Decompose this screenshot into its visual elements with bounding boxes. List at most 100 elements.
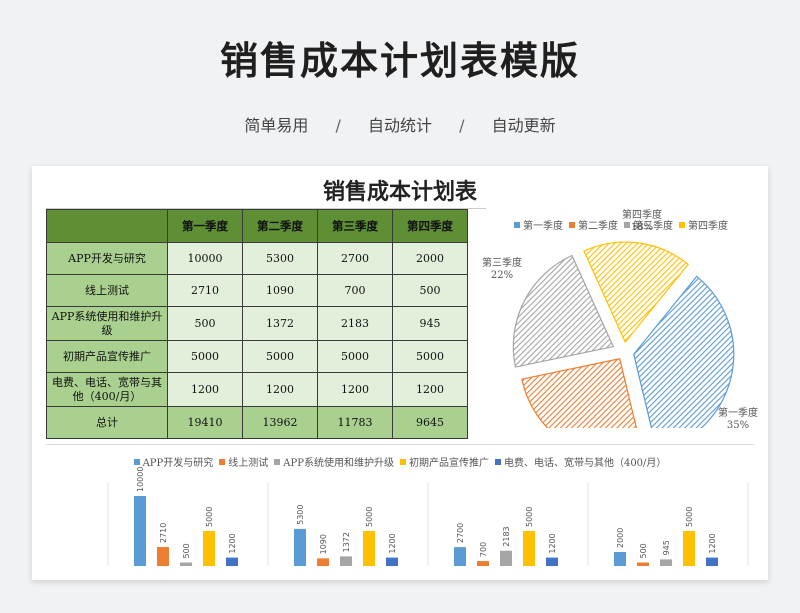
bar-data-label: 5000 [205, 507, 214, 527]
value-cell[interactable]: 5000 [167, 340, 243, 373]
bar-chart[interactable]: 10000 2710 500 5000 1200 5300 1090 1372 5000 1200… [32, 466, 768, 580]
value-cell[interactable]: 2700 [317, 242, 393, 275]
total-value-cell[interactable]: 13962 [242, 406, 318, 439]
row-label-cell[interactable]: APP开发与研究 [46, 242, 168, 275]
legend-swatch [133, 459, 140, 465]
legend-swatch [514, 222, 520, 228]
pie-percent-label: 22% [491, 270, 513, 281]
total-label-cell[interactable]: 总计 [46, 406, 168, 439]
bar[interactable] [477, 561, 489, 566]
bar[interactable] [683, 531, 695, 566]
bar[interactable] [134, 496, 146, 566]
legend-label: 电费、电话、宽带与其他（400/月） [503, 458, 667, 469]
pie-percent-label: 18% [631, 222, 653, 233]
value-cell[interactable]: 5000 [392, 340, 468, 373]
row-label-cell[interactable]: APP系统使用和维护升级 [46, 306, 168, 341]
bar[interactable] [500, 550, 512, 566]
value-cell[interactable]: 10000 [167, 242, 243, 275]
row-label-cell[interactable]: 初期产品宣传推广 [46, 340, 168, 373]
value-cell[interactable]: 5000 [242, 340, 318, 373]
total-value-cell[interactable]: 11783 [317, 406, 393, 439]
value-cell[interactable]: 5000 [317, 340, 393, 373]
pie-category-label: 第一季度 [718, 406, 758, 419]
legend-label: APP系统使用和维护升级 [283, 458, 394, 469]
value-cell[interactable]: 2000 [392, 242, 468, 275]
bar-data-label: 1200 [708, 533, 717, 553]
value-cell[interactable]: 2183 [317, 306, 393, 341]
bar-data-label: 500 [639, 543, 648, 558]
value-cell[interactable]: 2710 [167, 274, 243, 307]
value-cell[interactable]: 5300 [242, 242, 318, 275]
tagline-item: 自动更新 [491, 116, 556, 135]
bar-data-label: 1200 [388, 533, 397, 553]
bar-data-label: 1200 [548, 533, 557, 553]
bar[interactable] [203, 531, 215, 566]
bar[interactable] [706, 557, 718, 566]
table-corner-cell[interactable] [46, 209, 168, 243]
value-cell[interactable]: 700 [317, 274, 393, 307]
column-header[interactable]: 第三季度 [317, 209, 393, 243]
legend-entry: 第三季度 [624, 217, 673, 232]
pie-legend: 第一季度 第二季度 第三季度 第四季度 [514, 217, 774, 232]
bar[interactable] [294, 528, 306, 566]
column-header[interactable]: 第四季度 [392, 209, 468, 243]
pie-slice[interactable] [512, 254, 615, 368]
value-cell[interactable]: 945 [392, 306, 468, 341]
bar-data-label: 2700 [456, 523, 465, 543]
total-row: 总计 19410 13962 11783 9645 [46, 406, 468, 439]
bar-data-label: 945 [662, 540, 671, 555]
bar[interactable] [317, 558, 329, 566]
pie-slice[interactable] [633, 275, 735, 428]
chart-divider [46, 444, 754, 445]
tagline-item: 简单易用 [244, 116, 309, 135]
pie-slice[interactable] [521, 358, 643, 428]
total-value-cell[interactable]: 19410 [167, 406, 243, 439]
legend-label: 第四季度 [688, 221, 728, 232]
column-header[interactable]: 第二季度 [242, 209, 318, 243]
tagline-separator: / [459, 116, 465, 135]
legend-label: 第一季度 [523, 221, 563, 232]
bar[interactable] [546, 557, 558, 566]
bar[interactable] [523, 531, 535, 566]
column-header[interactable]: 第一季度 [167, 209, 243, 243]
bar-legend: APP开发与研究 线上测试 APP系统使用和维护升级 初期产品宣传推广 电费、电话、宽带… [32, 454, 768, 469]
value-cell[interactable]: 500 [392, 274, 468, 307]
bar[interactable] [363, 531, 375, 566]
legend-swatch [219, 459, 226, 465]
value-cell[interactable]: 1200 [242, 372, 318, 407]
legend-label: APP开发与研究 [142, 458, 214, 469]
pie-category-label: 第四季度 [622, 208, 662, 221]
row-label-cell[interactable]: 电费、电话、宽带与其他（400/月） [46, 372, 168, 407]
bar[interactable] [157, 547, 169, 566]
legend-entry: 第二季度 [569, 217, 618, 232]
table-row: 初期产品宣传推广 5000 5000 5000 5000 [46, 340, 468, 373]
bar[interactable] [340, 556, 352, 566]
table-row: 电费、电话、宽带与其他（400/月） 1200 1200 1200 1200 [46, 372, 468, 407]
value-cell[interactable]: 500 [167, 306, 243, 341]
value-cell[interactable]: 1372 [242, 306, 318, 341]
bar-data-label: 5000 [685, 507, 694, 527]
total-value-cell[interactable]: 9645 [392, 406, 468, 439]
tagline: 简单易用 / 自动统计 / 自动更新 [0, 112, 800, 136]
value-cell[interactable]: 1200 [392, 372, 468, 407]
bar[interactable] [454, 547, 466, 566]
bar[interactable] [386, 557, 398, 566]
value-cell[interactable]: 1200 [317, 372, 393, 407]
value-cell[interactable]: 1200 [167, 372, 243, 407]
value-cell[interactable]: 1090 [242, 274, 318, 307]
pie-percent-label: 35% [727, 420, 749, 428]
legend-swatch [274, 459, 281, 465]
tagline-item: 自动统计 [367, 116, 432, 135]
legend-label: 线上测试 [228, 458, 269, 469]
bar[interactable] [637, 562, 649, 567]
bar[interactable] [180, 562, 192, 567]
pie-slice[interactable] [583, 241, 689, 344]
bar[interactable] [226, 557, 238, 566]
row-label-cell[interactable]: 线上测试 [46, 274, 168, 307]
legend-label: 初期产品宣传推广 [408, 458, 489, 469]
legend-entry: APP系统使用和维护升级 [274, 454, 394, 469]
bar[interactable] [614, 552, 626, 566]
bar[interactable] [660, 559, 672, 566]
bar-data-label: 2000 [616, 528, 625, 548]
